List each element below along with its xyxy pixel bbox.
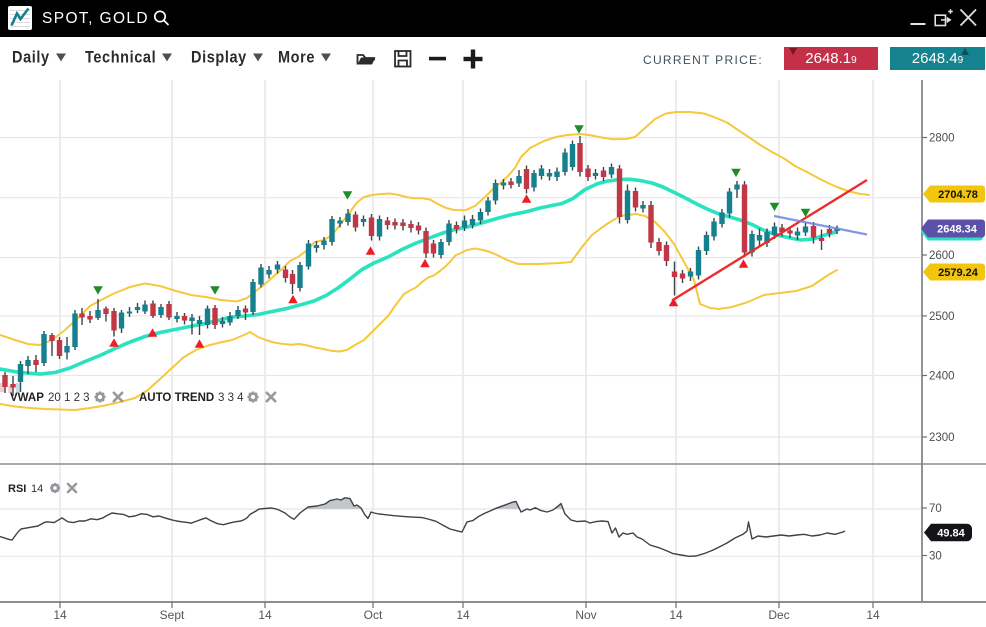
svg-text:2500: 2500 bbox=[929, 311, 955, 323]
svg-text:14: 14 bbox=[456, 608, 470, 622]
svg-text:2300: 2300 bbox=[929, 432, 955, 444]
svg-text:2800: 2800 bbox=[929, 133, 955, 145]
svg-text:2704.78: 2704.78 bbox=[938, 189, 978, 201]
svg-text:2600: 2600 bbox=[929, 250, 955, 262]
svg-text:Oct: Oct bbox=[364, 608, 383, 622]
svg-text:14: 14 bbox=[258, 608, 272, 622]
svg-text:20 1 2 3: 20 1 2 3 bbox=[48, 392, 90, 404]
svg-text:RSI: RSI bbox=[8, 483, 26, 495]
svg-text:14: 14 bbox=[53, 608, 67, 622]
svg-text:30: 30 bbox=[929, 551, 942, 563]
svg-text:AUTO TREND: AUTO TREND bbox=[139, 392, 214, 404]
svg-text:Sept: Sept bbox=[160, 608, 185, 622]
svg-text:Dec: Dec bbox=[768, 608, 789, 622]
svg-text:14: 14 bbox=[31, 483, 43, 495]
svg-text:3 3 4: 3 3 4 bbox=[218, 392, 244, 404]
svg-text:2400: 2400 bbox=[929, 371, 955, 383]
svg-text:49.84: 49.84 bbox=[937, 528, 965, 540]
svg-text:2579.24: 2579.24 bbox=[938, 267, 979, 279]
svg-text:Nov: Nov bbox=[575, 608, 596, 622]
svg-text:14: 14 bbox=[866, 608, 880, 622]
svg-text:2648.34: 2648.34 bbox=[937, 224, 978, 236]
svg-text:14: 14 bbox=[669, 608, 683, 622]
svg-text:70: 70 bbox=[929, 503, 942, 515]
svg-text:VWAP: VWAP bbox=[10, 392, 44, 404]
